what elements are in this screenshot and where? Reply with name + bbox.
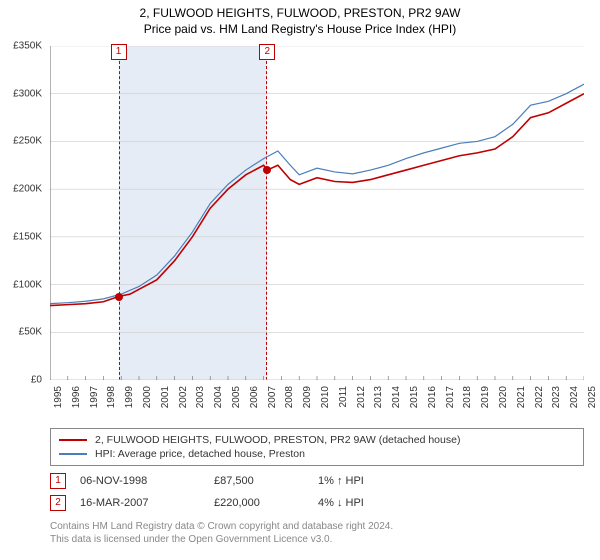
x-tick-label: 2012	[356, 386, 367, 408]
series-price_paid	[50, 94, 584, 306]
x-tick-label: 2020	[498, 386, 509, 408]
x-tick-label: 2025	[587, 386, 598, 408]
sale-delta: 1% ↑ HPI	[318, 475, 408, 487]
x-tick-label: 1996	[71, 386, 82, 408]
x-tick-label: 2002	[178, 386, 189, 408]
sale-row: 1 06-NOV-1998 £87,500 1% ↑ HPI	[50, 470, 584, 492]
x-tick-label: 1995	[53, 386, 64, 408]
legend: 2, FULWOOD HEIGHTS, FULWOOD, PRESTON, PR…	[50, 428, 584, 466]
x-axis: 1995 1996 1997 1998 1999 2000 2001 2002 2003 2004…	[50, 382, 584, 426]
plot-svg	[50, 46, 584, 380]
series-hpi	[50, 84, 584, 303]
x-tick-label: 2021	[516, 386, 527, 408]
legend-row: HPI: Average price, detached house, Pres…	[59, 447, 575, 461]
y-tick-label: £200K	[13, 184, 42, 195]
sale-price: £87,500	[214, 475, 304, 487]
x-tick-label: 2013	[373, 386, 384, 408]
x-tick-label: 2022	[534, 386, 545, 408]
chart-title: 2, FULWOOD HEIGHTS, FULWOOD, PRESTON, PR…	[0, 6, 600, 20]
x-tick-label: 2024	[569, 386, 580, 408]
x-tick-label: 2017	[445, 386, 456, 408]
x-tick-label: 2018	[462, 386, 473, 408]
x-tick-label: 2010	[320, 386, 331, 408]
x-tick-label: 2015	[409, 386, 420, 408]
marker-badge-2: 2	[259, 44, 275, 60]
y-tick-label: £150K	[13, 231, 42, 242]
x-tick-label: 2023	[551, 386, 562, 408]
y-tick-label: £100K	[13, 279, 42, 290]
y-tick-label: £350K	[13, 41, 42, 52]
legend-label: HPI: Average price, detached house, Pres…	[95, 448, 305, 460]
titles: 2, FULWOOD HEIGHTS, FULWOOD, PRESTON, PR…	[0, 0, 600, 36]
footer: Contains HM Land Registry data © Crown c…	[50, 520, 584, 546]
x-tick-label: 2001	[160, 386, 171, 408]
sale-badge: 2	[50, 495, 66, 511]
x-tick-label: 2011	[338, 386, 349, 408]
chart-container: 2, FULWOOD HEIGHTS, FULWOOD, PRESTON, PR…	[0, 0, 600, 560]
legend-row: 2, FULWOOD HEIGHTS, FULWOOD, PRESTON, PR…	[59, 433, 575, 447]
x-tick-label: 2008	[284, 386, 295, 408]
x-tick-label: 2007	[267, 386, 278, 408]
sale-delta: 4% ↓ HPI	[318, 497, 408, 509]
y-axis: £0£50K£100K£150K£200K£250K£300K£350K	[0, 46, 46, 380]
sale-date: 06-NOV-1998	[80, 475, 200, 487]
footer-line-2: This data is licensed under the Open Gov…	[50, 533, 584, 546]
x-tick-label: 1999	[124, 386, 135, 408]
sale-price: £220,000	[214, 497, 304, 509]
y-tick-label: £0	[31, 375, 42, 386]
sale-row: 2 16-MAR-2007 £220,000 4% ↓ HPI	[50, 492, 584, 514]
sale-date: 16-MAR-2007	[80, 497, 200, 509]
y-tick-label: £300K	[13, 88, 42, 99]
chart-subtitle: Price paid vs. HM Land Registry's House …	[0, 22, 600, 36]
legend-label: 2, FULWOOD HEIGHTS, FULWOOD, PRESTON, PR…	[95, 434, 460, 446]
x-tick-label: 2000	[142, 386, 153, 408]
sale-badge: 1	[50, 473, 66, 489]
plot-area: 12	[50, 46, 584, 380]
legend-swatch	[59, 453, 87, 455]
y-tick-label: £250K	[13, 136, 42, 147]
x-tick-label: 1997	[89, 386, 100, 408]
x-tick-label: 2003	[195, 386, 206, 408]
legend-swatch	[59, 439, 87, 441]
sales-table: 1 06-NOV-1998 £87,500 1% ↑ HPI 2 16-MAR-2007 £…	[50, 470, 584, 514]
marker-badge-1: 1	[111, 44, 127, 60]
x-tick-label: 2006	[249, 386, 260, 408]
x-tick-label: 2019	[480, 386, 491, 408]
y-tick-label: £50K	[19, 327, 42, 338]
x-tick-label: 2014	[391, 386, 402, 408]
x-tick-label: 2009	[302, 386, 313, 408]
x-tick-label: 2005	[231, 386, 242, 408]
footer-line-1: Contains HM Land Registry data © Crown c…	[50, 520, 584, 533]
marker-dot-1	[115, 293, 123, 301]
x-tick-label: 2004	[213, 386, 224, 408]
x-tick-label: 2016	[427, 386, 438, 408]
x-tick-label: 1998	[106, 386, 117, 408]
